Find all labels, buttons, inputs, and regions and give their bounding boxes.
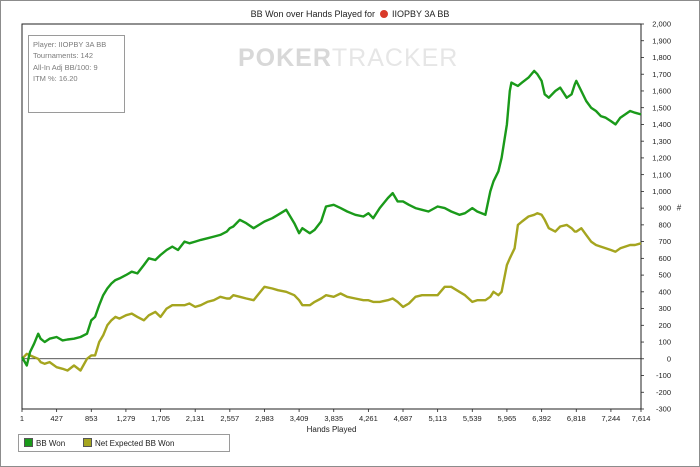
- x-tick-label: 4,261: [359, 414, 378, 423]
- y-tick-label: 800: [658, 220, 671, 229]
- y-tick-label: 400: [658, 287, 671, 296]
- pokertracker-watermark: POKERTRACKER: [238, 44, 459, 72]
- x-tick-label: 853: [85, 414, 98, 423]
- x-tick-label: 3,835: [324, 414, 343, 423]
- series-line-bb-won: [20, 69, 642, 367]
- chart-title-player: IIOPBY 3A BB: [392, 9, 450, 19]
- itm-percent: ITM %: 16.20: [33, 73, 78, 83]
- y-tick-label: 1,400: [652, 120, 671, 129]
- y-tick-label: -100: [656, 371, 671, 380]
- x-tick-label: 7,614: [632, 414, 651, 423]
- pokerstars-logo-icon: [379, 10, 388, 18]
- y-tick-label: 1,100: [652, 170, 671, 179]
- y-tick-label: 1,500: [652, 103, 671, 112]
- y-tick-label: 0: [667, 354, 671, 363]
- player-name: Player: IIOPBY 3A BB: [33, 40, 107, 49]
- x-tick-label: 7,244: [602, 414, 621, 423]
- x-tick-label: 5,539: [463, 414, 482, 423]
- y-axis-label: #: [677, 204, 682, 213]
- legend-item-bb-won: BB Won: [24, 438, 65, 448]
- player-info-box: Player: IIOPBY 3A BB Tournaments: 142 Al…: [28, 35, 125, 113]
- x-tick-label: 427: [50, 414, 63, 423]
- y-tick-label: 1,300: [652, 137, 671, 146]
- y-tick-label: 1,700: [652, 70, 671, 79]
- y-tick-label: 1,800: [652, 53, 671, 62]
- y-tick-label: 2,000: [652, 20, 671, 29]
- legend-item-net-expected: Net Expected BB Won: [83, 438, 174, 448]
- y-tick-label: 200: [658, 321, 671, 330]
- x-tick-label: 6,392: [532, 414, 551, 423]
- y-tick-label: -200: [656, 388, 671, 397]
- x-tick-label: 2,131: [186, 414, 205, 423]
- x-tick-label: 6,818: [567, 414, 586, 423]
- y-tick-label: 300: [658, 304, 671, 313]
- legend-swatch-net-expected: [83, 438, 92, 447]
- x-tick-label: 2,557: [220, 414, 239, 423]
- x-tick-label: 5,113: [429, 414, 447, 423]
- y-tick-label: 1,000: [652, 187, 671, 196]
- allin-adj-bb100: All-In Adj BB/100: 9: [33, 62, 98, 72]
- y-tick-label: 1,200: [652, 154, 671, 163]
- x-tick-label: 3,409: [290, 414, 309, 423]
- plot-area: [21, 23, 642, 410]
- x-tick-label: 1,279: [117, 414, 136, 423]
- x-tick-label: 5,965: [498, 414, 517, 423]
- x-tick-label: 4,687: [394, 414, 413, 423]
- x-tick-label: 1,705: [151, 414, 170, 423]
- tournament-count: Tournaments: 142: [33, 51, 94, 61]
- chart-title-prefix: BB Won over Hands Played for: [250, 9, 375, 19]
- series-line-net-expected: [21, 212, 642, 372]
- y-tick-label: 1,900: [652, 36, 671, 45]
- x-tick-label: 1: [20, 414, 24, 423]
- x-tick-label: 2,983: [255, 414, 274, 423]
- legend-swatch-bb-won: [24, 438, 33, 447]
- y-tick-label: 500: [658, 271, 671, 280]
- y-tick-label: -300: [656, 405, 671, 414]
- y-tick-label: 1,600: [652, 87, 671, 96]
- chart-legend: BB Won Net Expected BB Won: [18, 434, 230, 452]
- chart-title: BB Won over Hands Played for IIOPBY 3A B…: [0, 9, 700, 19]
- y-tick-label: 700: [658, 237, 671, 246]
- y-tick-label: 100: [658, 338, 671, 347]
- y-tick-label: 600: [658, 254, 671, 263]
- x-axis-label: Hands Played: [307, 425, 357, 434]
- y-tick-label: 900: [658, 204, 671, 213]
